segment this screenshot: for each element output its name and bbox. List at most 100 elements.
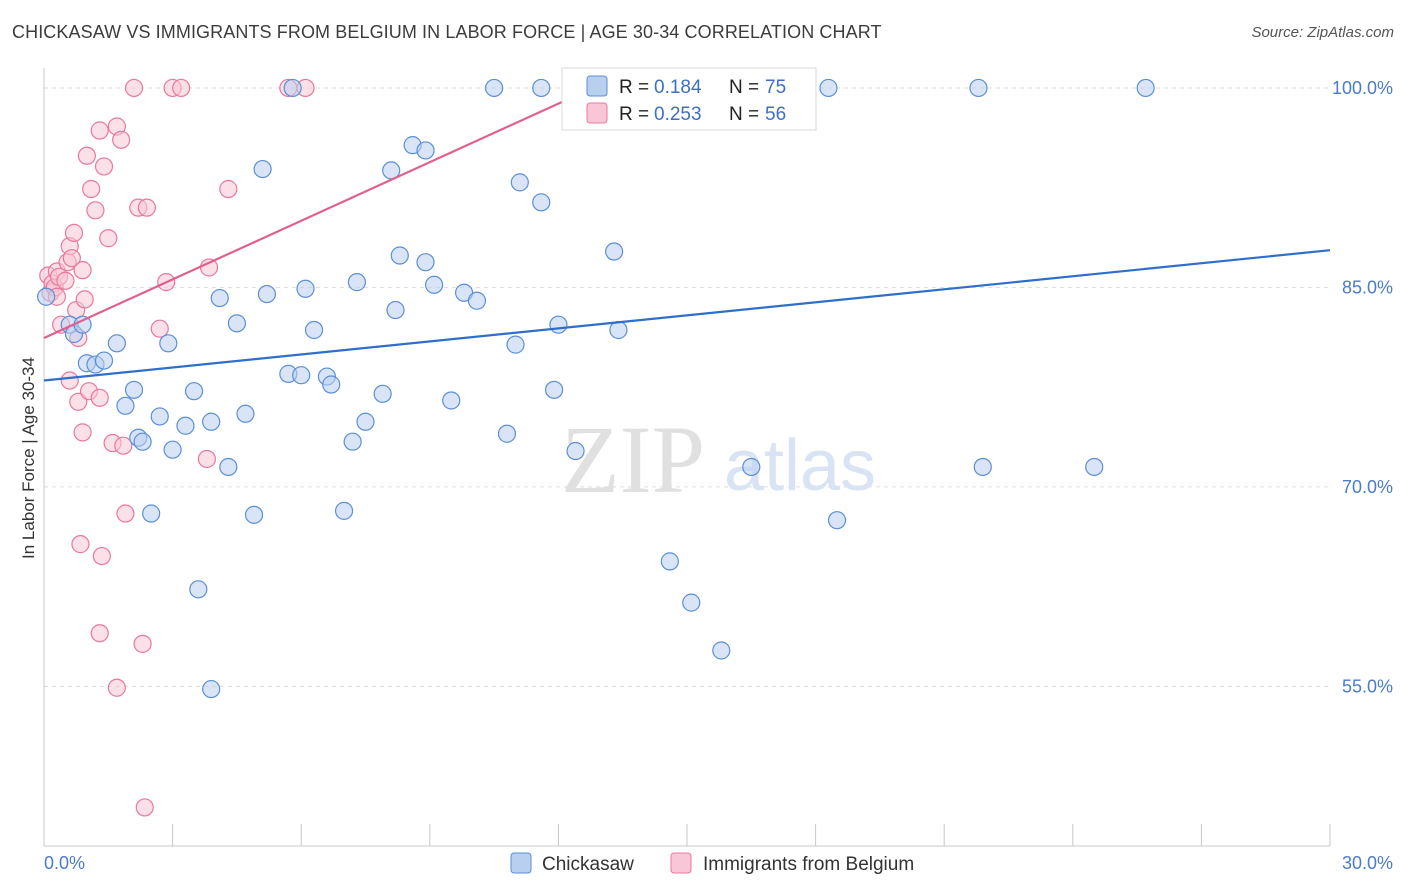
data-point [142,504,161,523]
data-point [172,78,191,98]
legend-label-belgium: Immigrants from Belgium [703,854,914,875]
data-point [973,457,992,477]
data-point [133,634,152,653]
stats-legend-swatch-chickasaw [586,75,608,97]
data-point [210,288,229,308]
data-point [82,179,101,199]
data-point [56,271,75,290]
y-tick-label: 85.0% [1342,277,1393,297]
data-point [92,546,111,566]
y-tick-labels: 55.0% 70.0% 85.0% 100.0% [1332,78,1393,696]
data-point [442,391,461,410]
data-point [283,78,302,98]
data-point [506,335,525,354]
stats-n-belgium: 56 [765,104,786,125]
data-point [253,159,272,179]
data-point [969,78,988,98]
data-point [62,249,81,268]
data-point [90,388,109,407]
data-point [114,436,133,455]
stats-n-label-belgium: N = [729,104,759,125]
x-ticks [43,824,1331,846]
data-point [257,284,277,304]
data-point [199,258,219,277]
data-point [356,412,375,431]
data-point [71,535,90,554]
data-point [416,141,435,160]
data-point [73,423,92,442]
data-point [99,229,118,248]
y-tick-label: 55.0% [1342,676,1393,696]
data-point [712,641,731,660]
data-point [90,624,109,643]
data-point [485,78,504,98]
data-point [94,157,114,176]
data-point [37,287,56,306]
stats-r-label-belgium: R = [619,104,649,125]
data-point [159,334,178,353]
stats-r-label-chickasaw: R = [619,77,649,98]
data-point [227,314,246,333]
data-point [510,173,529,192]
data-point [236,404,255,423]
series-legend: Chickasaw Immigrants from Belgium [510,852,914,875]
data-point [116,396,135,415]
data-point [532,193,551,212]
source-label: Source: ZipAtlas.com [1251,24,1394,41]
data-point [682,593,701,612]
data-point [189,580,208,599]
data-point [244,505,264,524]
x-tick-label-start: 0.0% [44,853,85,873]
data-point [150,319,169,338]
data-point [219,179,238,199]
stats-legend: R = 0.184 N = 75 R = 0.253 N = 56 [561,67,817,131]
legend-label-chickasaw: Chickasaw [542,854,634,875]
data-point [322,375,341,394]
data-point [135,798,154,817]
data-point [549,315,568,334]
data-point [545,380,564,399]
data-point [90,121,109,140]
data-point [424,275,444,294]
data-point [202,679,221,699]
stats-r-belgium: 0.253 [654,104,702,125]
data-point [219,457,238,477]
data-point [609,320,628,340]
data-point [107,678,126,697]
data-point [116,504,135,523]
stats-legend-swatch-belgium [586,102,608,124]
data-point [124,380,144,399]
data-point [184,382,204,401]
data-point [416,253,435,272]
data-point [1136,78,1155,98]
data-point [304,320,324,340]
watermark-zip: ZIP [561,406,705,513]
data-point [532,78,551,98]
data-point [137,198,156,217]
belgium-points [39,78,315,817]
data-point [107,334,126,353]
stats-r-chickasaw: 0.184 [654,77,702,98]
data-point [197,449,216,469]
y-tick-label: 70.0% [1342,477,1393,497]
legend-swatch-chickasaw [510,852,532,874]
data-point [497,424,517,443]
data-point [390,246,409,265]
data-point [373,384,392,403]
data-point [94,351,114,370]
data-point [566,441,585,461]
trend-line-belgium [43,86,594,339]
data-point [347,273,367,292]
data-point [296,279,315,298]
data-point [60,371,79,390]
trend-line-chickasaw [43,249,1331,382]
data-point [176,416,195,435]
x-tick-label-end: 30.0% [1342,853,1393,873]
data-point [343,432,362,451]
data-point [1085,457,1104,477]
data-point [112,130,131,149]
data-point [75,290,94,309]
data-point [660,552,679,571]
data-point [150,407,169,426]
